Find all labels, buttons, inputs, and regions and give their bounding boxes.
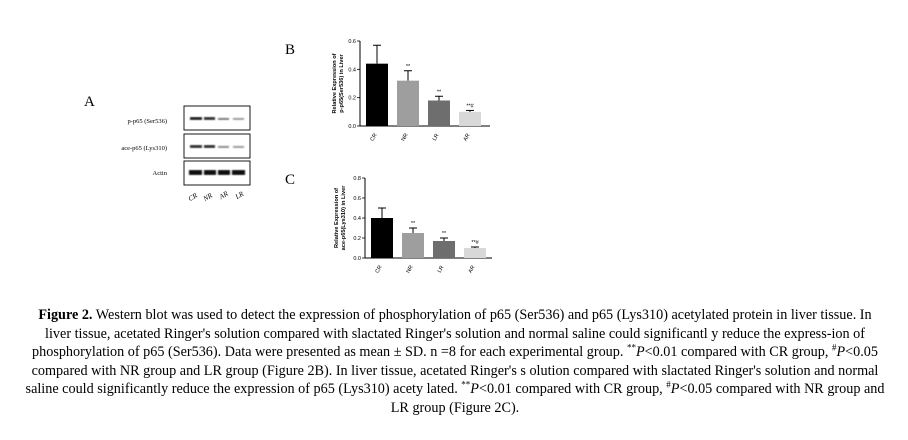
chart-c-bar-lr bbox=[433, 241, 455, 258]
panel-label-b: B bbox=[285, 42, 296, 58]
caption-text-5: <0.05 compared with NR group and LR grou… bbox=[390, 381, 885, 416]
caption-p-2: P bbox=[836, 344, 846, 361]
chart-b-xlabel-lr: LR bbox=[432, 133, 441, 142]
caption-text-4: <0.01 compared with CR group, bbox=[478, 381, 667, 398]
blot-label-ace-p65: ace-p65 (Lys310) bbox=[121, 145, 167, 152]
figure-caption: Figure 2. Western blot was used to detec… bbox=[24, 306, 886, 418]
chart-b-ytick-label-0: 0.0 bbox=[348, 124, 356, 130]
caption-text-1: Western blot was used to detect the expr… bbox=[32, 307, 872, 361]
chart-c-xlabel-lr: LR bbox=[437, 265, 446, 274]
chart-c-bar-nr bbox=[402, 233, 424, 258]
caption-text-3: <0.05 compared with NR group and LR grou… bbox=[25, 344, 879, 398]
caption-p-1: P bbox=[635, 344, 645, 361]
chart-c-xlabel-ar: AR bbox=[468, 265, 477, 275]
chart-c-ytick-label-3: 0.6 bbox=[353, 196, 361, 202]
chart-b-annotation-2: ** bbox=[437, 89, 442, 95]
caption-sig-3: ** bbox=[461, 379, 471, 390]
chart-c-ytick-label-0: 0.0 bbox=[353, 256, 361, 262]
blot-label-p-p65: p-p65 (Ser536) bbox=[127, 118, 167, 125]
chart-c-xlabel-nr: NR bbox=[406, 265, 415, 275]
chart-c-ytick-label-2: 0.4 bbox=[353, 216, 361, 222]
chart-b-bar-ar bbox=[459, 111, 481, 126]
caption-sig-1: ** bbox=[626, 342, 636, 353]
panel-label-a: A bbox=[84, 94, 95, 110]
chart-b-ytick-label-3: 0.6 bbox=[348, 39, 356, 45]
chart-b-bar-lr bbox=[428, 100, 450, 126]
chart-b-ylabel-1: Relative Expression of bbox=[332, 53, 338, 113]
chart-b-xlabel-cr: CR bbox=[370, 133, 379, 143]
chart-c-bar-ar bbox=[464, 248, 486, 258]
chart-b-annotation-3: **# bbox=[466, 103, 474, 109]
chart-b-xlabel-ar: AR bbox=[463, 133, 472, 143]
chart-b-ytick-label-2: 0.4 bbox=[348, 67, 356, 73]
chart-b-ylabel-2: p-p65(Ser536) in Liver bbox=[339, 53, 345, 112]
panel-label-c: C bbox=[285, 172, 296, 188]
caption-sig-2: # bbox=[831, 342, 837, 353]
chart-b-xlabel-nr: NR bbox=[401, 133, 410, 143]
caption-p-3: P bbox=[470, 381, 479, 398]
chart-b-ytick-label-1: 0.2 bbox=[348, 96, 356, 102]
blot-label-actin: Actin bbox=[152, 170, 167, 177]
chart-c-ytick-label-1: 0.2 bbox=[353, 236, 361, 242]
chart-c-ylabel-1: Relative Expression of bbox=[334, 188, 340, 248]
chart-c-annotation-3: **# bbox=[471, 240, 479, 246]
chart-c-ylabel-2: ace-p65(Lys310) in Liver bbox=[341, 185, 347, 251]
chart-c-annotation-1: ** bbox=[411, 221, 416, 227]
caption-sig-4: # bbox=[666, 379, 671, 390]
caption-text-2: <0.01 compared with CR group, bbox=[644, 344, 832, 361]
chart-b-bar-nr bbox=[397, 80, 419, 126]
caption-label: Figure 2. bbox=[38, 307, 93, 323]
caption-p-4: P bbox=[670, 381, 680, 398]
chart-c-ytick-label-4: 0.8 bbox=[353, 176, 361, 182]
chart-c-annotation-2: ** bbox=[442, 231, 447, 237]
chart-c-xlabel-cr: CR bbox=[375, 265, 384, 275]
chart-c-bar-cr bbox=[371, 218, 393, 258]
chart-b-bar-cr bbox=[366, 63, 388, 126]
chart-b-annotation-1: ** bbox=[406, 64, 411, 70]
